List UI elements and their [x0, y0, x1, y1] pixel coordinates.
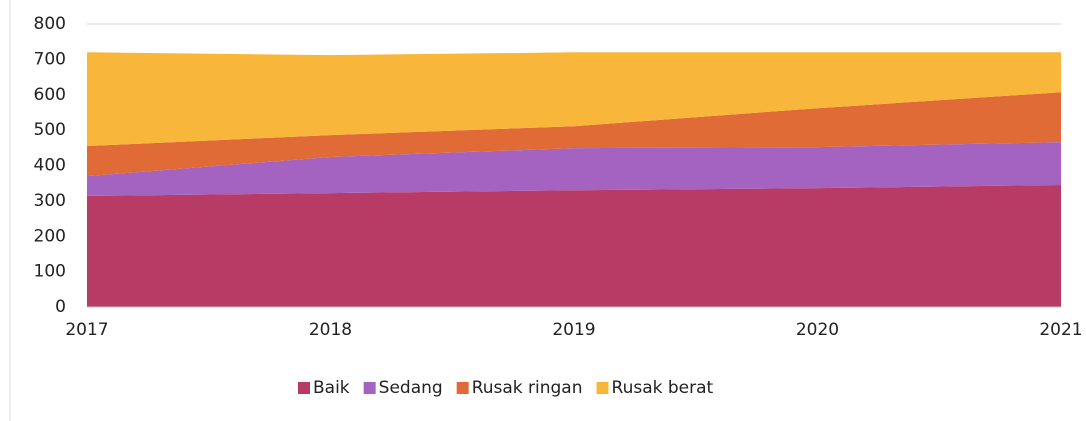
y-tick-label: 500: [34, 120, 66, 140]
y-tick-label: 100: [34, 262, 66, 282]
x-tick-label: 2020: [796, 320, 839, 340]
y-tick-label: 700: [34, 49, 66, 69]
x-tick-label: 2018: [309, 320, 352, 340]
area: [87, 142, 1061, 196]
y-tick-label: 400: [34, 156, 66, 176]
legend-label: Rusak berat: [612, 378, 714, 398]
area: [87, 92, 1061, 177]
area: [87, 184, 1061, 307]
y-tick-label: 800: [34, 14, 66, 34]
legend-label: Rusak ringan: [472, 378, 583, 398]
legend-swatch: [596, 382, 609, 394]
legend-swatch: [363, 382, 376, 394]
y-tick-label: 600: [34, 85, 66, 105]
y-tick-label: 300: [34, 191, 66, 211]
legend-label: Sedang: [379, 378, 443, 398]
legend-swatch: [456, 382, 469, 394]
legend-swatch: [298, 382, 310, 394]
y-tick-label: 0: [55, 297, 66, 317]
x-tick-label: 2017: [65, 320, 108, 340]
y-tick-label: 200: [34, 226, 66, 246]
x-tick-label: 2019: [552, 320, 595, 340]
x-tick-label: 2021: [1039, 320, 1082, 340]
area: [87, 52, 1061, 147]
legend-label: Baik: [313, 378, 350, 398]
